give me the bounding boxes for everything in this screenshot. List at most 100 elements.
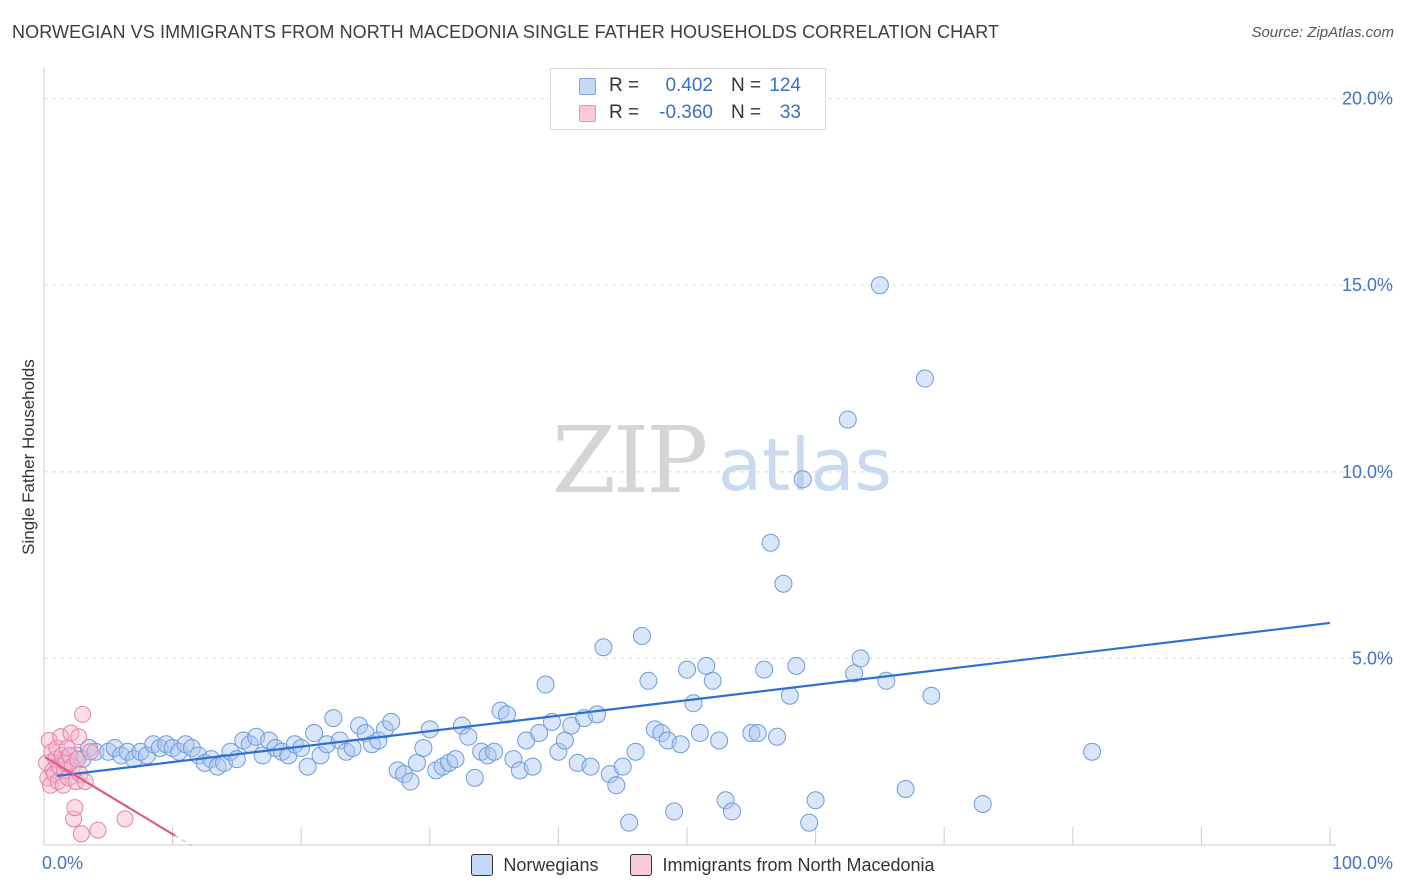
- norwegians-point: [915, 369, 934, 388]
- n-label: N =: [731, 102, 762, 123]
- norwegians-point: [1083, 742, 1102, 761]
- norwegians-point: [665, 802, 684, 821]
- trend-lines: [44, 621, 1331, 847]
- norwegians-point: [838, 410, 857, 429]
- norwegians-point: [594, 638, 613, 657]
- norwegians-point: [922, 686, 941, 705]
- macedonia-swatch: [579, 105, 596, 122]
- norwegians-point: [652, 724, 671, 743]
- macedonia-point: [61, 746, 79, 764]
- norwegians-point: [697, 656, 716, 675]
- macedonia-point: [81, 743, 99, 761]
- stats-row-norwegians: R = 0.402 N = 124: [551, 74, 825, 100]
- norwegians-point: [523, 757, 542, 776]
- norwegians-point: [407, 753, 426, 772]
- norwegians-point: [684, 694, 703, 713]
- norwegians-point: [420, 720, 439, 739]
- legend-label: Immigrants from North Macedonia: [662, 854, 935, 875]
- norwegians-point: [86, 742, 105, 761]
- stats-box: R = 0.402 N = 124 R = -0.360 N = 33: [550, 68, 826, 130]
- norwegians-point: [414, 738, 433, 757]
- norwegians-point: [639, 671, 658, 690]
- y-tick-label: 5.0%: [1352, 648, 1393, 668]
- norwegians-point: [581, 757, 600, 776]
- norwegians-point: [620, 813, 639, 832]
- norwegians-point: [806, 791, 825, 810]
- norwegians-point: [607, 776, 626, 795]
- norwegians-point: [678, 660, 696, 679]
- tick-labels: 5.0% 10.0% 15.0% 20.0% 0.0% 100.0%: [42, 89, 1393, 873]
- norwegians-point: [118, 742, 137, 761]
- stats-row-macedonia: R = -0.360 N = 33: [551, 101, 825, 127]
- norwegians-point: [504, 750, 523, 769]
- norwegians-point: [774, 574, 793, 593]
- norwegians-point: [465, 768, 484, 787]
- norwegians-point: [485, 742, 504, 761]
- norwegians-trend-line: [56, 621, 1331, 778]
- norwegians-point: [632, 627, 651, 646]
- norwegians-point: [305, 724, 324, 743]
- macedonia-point: [68, 750, 86, 768]
- norwegians-point: [311, 746, 330, 765]
- norwegians-point: [382, 712, 401, 731]
- grid-layer: [44, 98, 1394, 659]
- norwegians-point: [549, 742, 568, 761]
- y-axis-label: Single Father Households: [19, 359, 38, 555]
- y-tick-label: 10.0%: [1342, 462, 1393, 482]
- macedonia-point: [70, 728, 88, 746]
- macedonia-trend-extension: [174, 835, 193, 847]
- norwegians-point: [780, 686, 799, 705]
- norwegians-point: [787, 656, 806, 675]
- macedonia-point: [62, 724, 80, 742]
- macedonia-point: [41, 776, 59, 794]
- norwegians-point: [851, 649, 870, 668]
- norwegians-point: [973, 794, 992, 813]
- source-credit: Source: ZipAtlas.com: [1251, 24, 1394, 41]
- macedonia-point: [74, 705, 92, 723]
- norwegians-point: [626, 742, 645, 761]
- watermark-zip: ZIP: [552, 407, 705, 514]
- chart-legend: Norwegians Immigrants from North Macedon…: [0, 852, 1406, 878]
- y-tick-label: 20.0%: [1342, 89, 1393, 109]
- norwegians-point: [536, 675, 555, 694]
- legend-swatch-pink: [630, 854, 653, 876]
- norwegians-point: [870, 276, 889, 295]
- legend-label: Norwegians: [503, 854, 599, 875]
- norwegians-point: [446, 750, 465, 769]
- watermark: ZIP atlas: [552, 407, 892, 514]
- norwegians-point: [298, 757, 317, 776]
- watermark-atlas: atlas: [718, 423, 892, 507]
- macedonia-points: [38, 705, 134, 843]
- macedonia-point: [66, 799, 84, 817]
- legend-item-norwegians[interactable]: Norwegians: [471, 854, 598, 876]
- norwegians-point: [742, 724, 761, 743]
- r-value: 0.402: [665, 75, 713, 96]
- norwegians-point: [703, 671, 722, 690]
- norwegians-point: [896, 780, 915, 799]
- r-label: R =: [609, 102, 640, 123]
- norwegians-point: [690, 724, 709, 743]
- norwegians-point: [459, 727, 478, 746]
- legend-item-macedonia[interactable]: Immigrants from North Macedonia: [630, 854, 935, 876]
- norwegians-point: [587, 705, 606, 724]
- norwegians-point: [555, 731, 574, 750]
- norwegians-point: [395, 765, 414, 784]
- legend-swatch-blue: [471, 854, 494, 876]
- n-value: 124: [769, 75, 801, 96]
- norwegians-point: [401, 772, 420, 791]
- axes-layer: [43, 68, 1336, 846]
- macedonia-point: [72, 825, 90, 843]
- norwegians-point: [350, 716, 369, 735]
- norwegians-point: [613, 757, 632, 776]
- x-tick-label: 0.0%: [42, 853, 83, 873]
- norwegians-point: [375, 720, 394, 739]
- r-label: R =: [609, 75, 640, 96]
- norwegians-point: [260, 731, 279, 750]
- norwegians-point: [748, 724, 767, 743]
- norwegians-point: [800, 813, 819, 832]
- norwegians-point: [793, 470, 812, 489]
- norwegians-swatch: [579, 78, 596, 95]
- macedonia-point: [116, 810, 134, 828]
- norwegians-point: [761, 533, 780, 552]
